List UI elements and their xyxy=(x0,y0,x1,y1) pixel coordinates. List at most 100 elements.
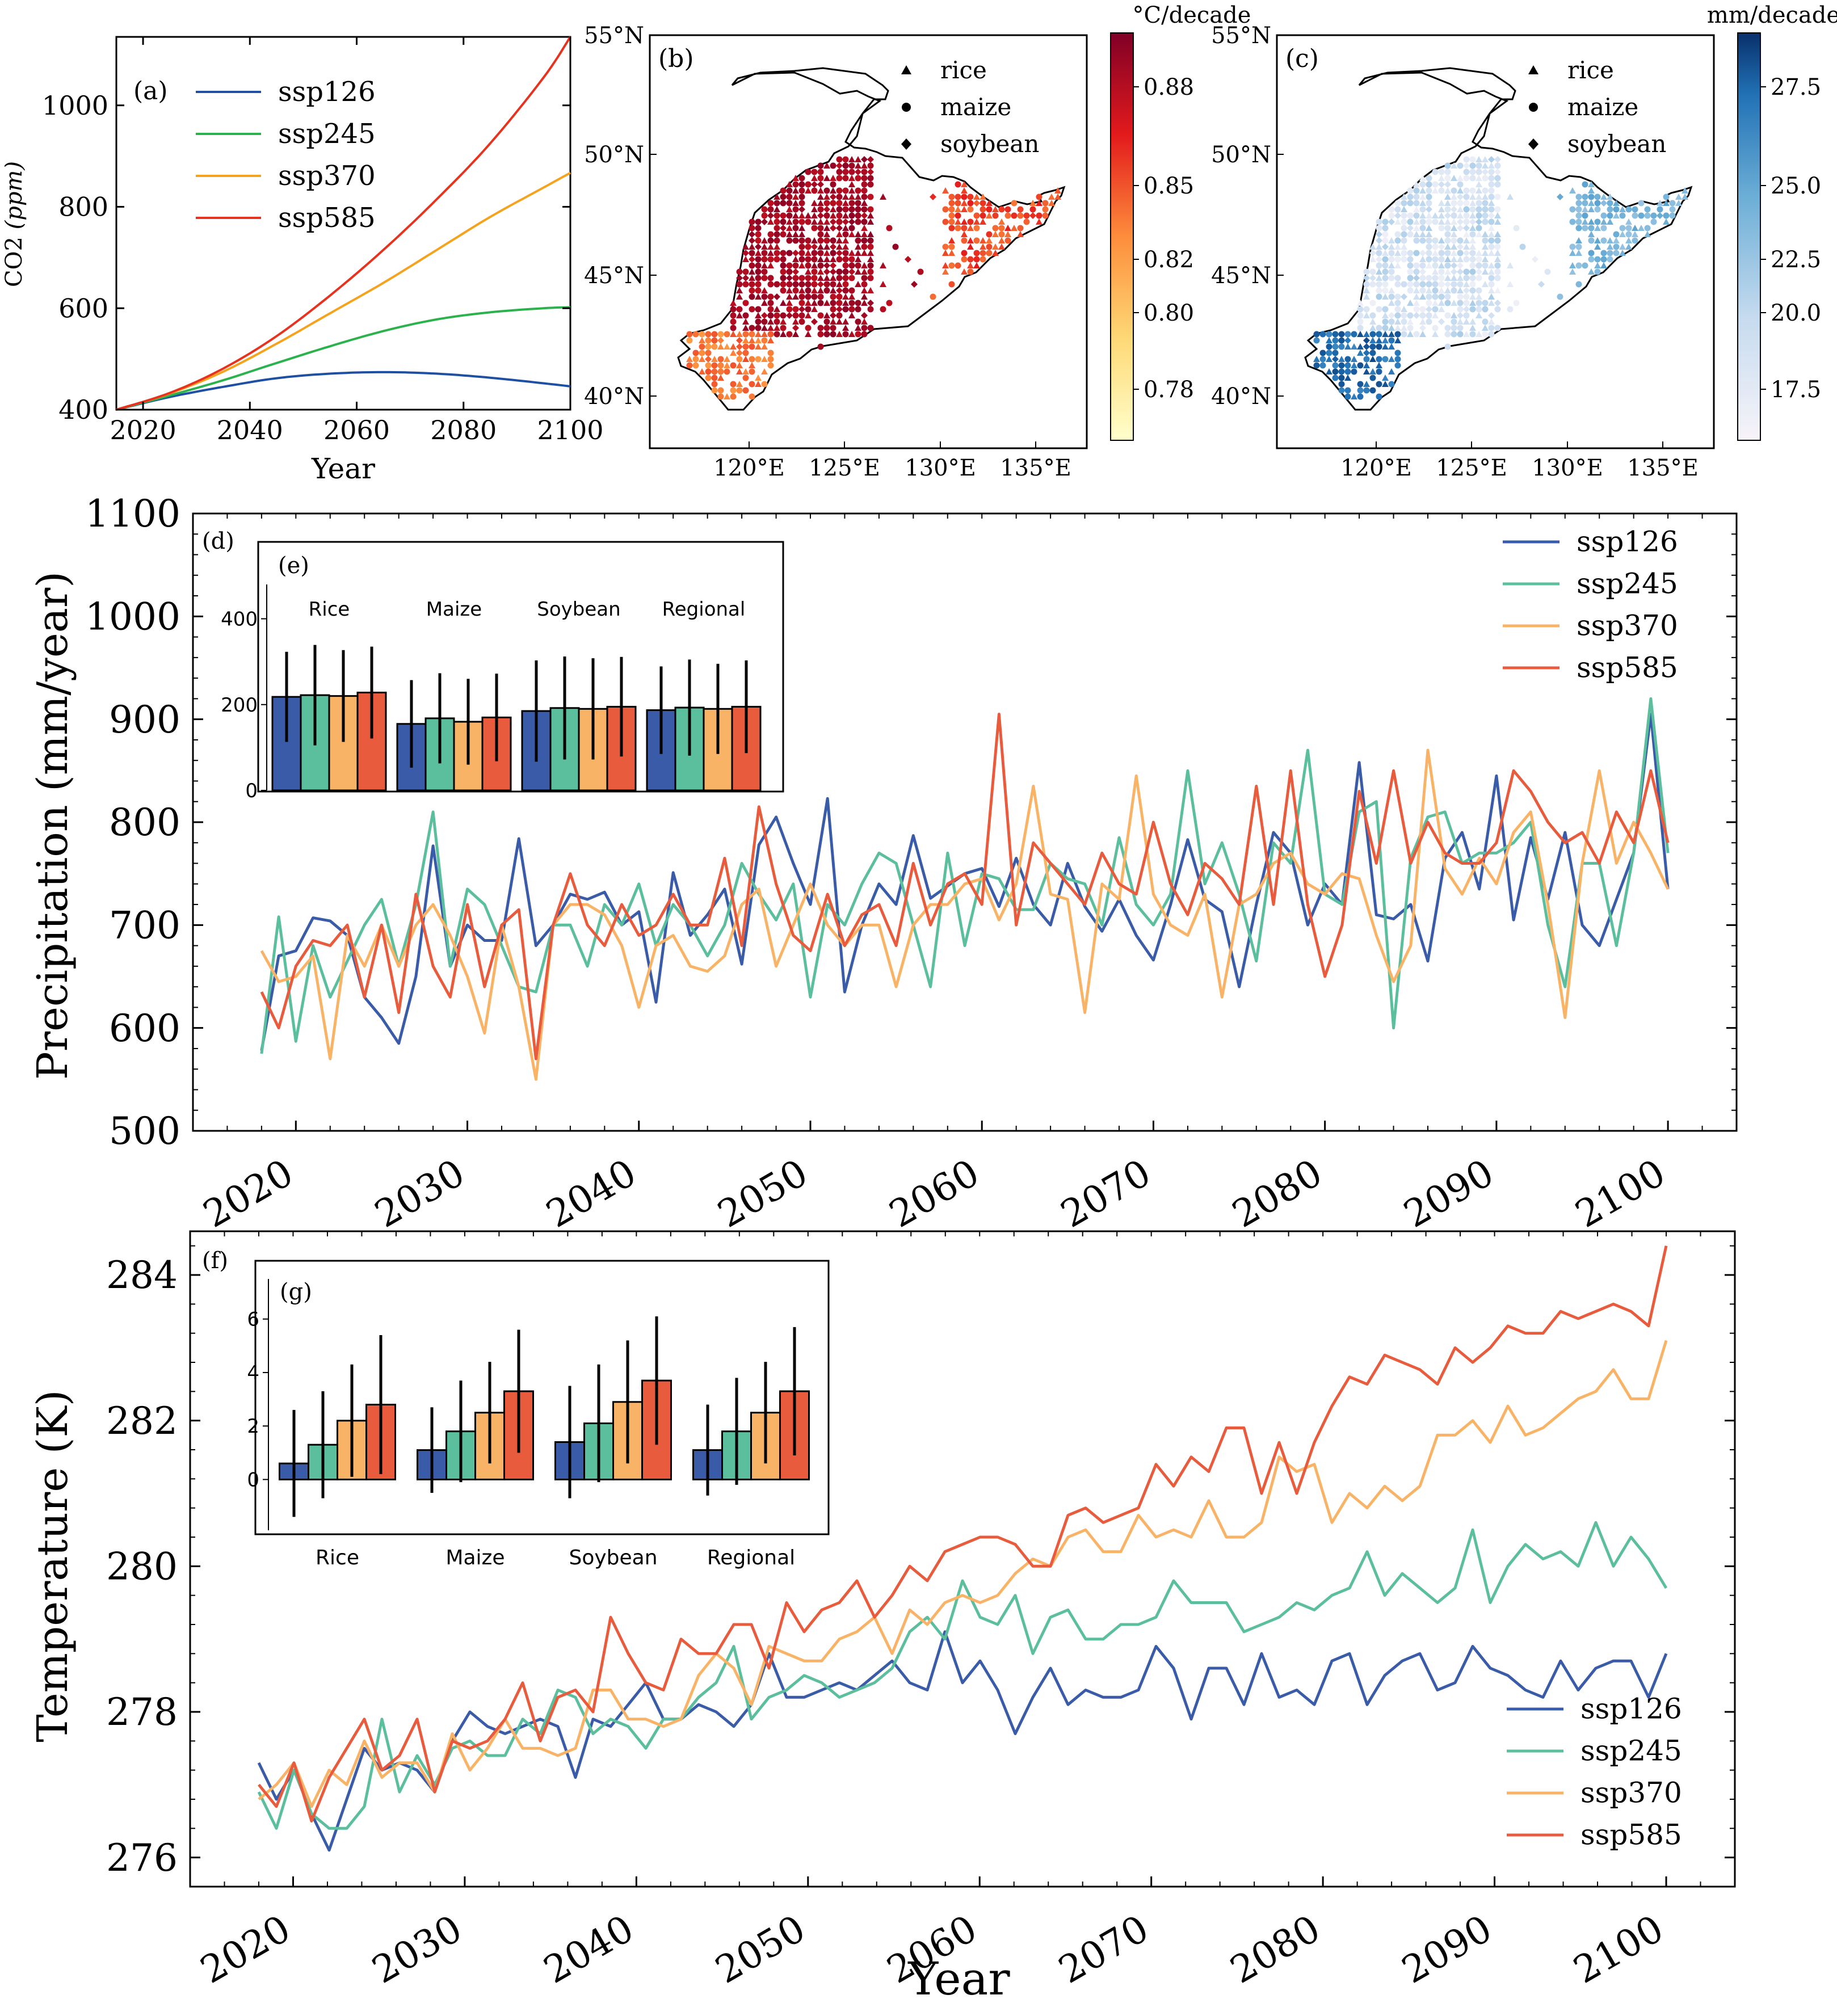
grid-point-soybean xyxy=(867,156,874,163)
grid-point-maize xyxy=(786,200,793,207)
grid-point-rice xyxy=(1451,243,1457,250)
grid-point-maize xyxy=(1011,200,1018,207)
grid-point-rice xyxy=(761,325,768,331)
grid-point-maize xyxy=(998,225,1005,232)
grid-point-maize xyxy=(1363,268,1370,275)
grid-point-rice xyxy=(848,231,855,237)
grid-point-maize xyxy=(792,237,799,244)
legend-label-rice: rice xyxy=(940,56,987,84)
grid-point-maize xyxy=(1369,331,1376,338)
grid-point-maize xyxy=(767,312,774,319)
grid-point-soybean xyxy=(1029,212,1036,219)
grid-point-maize xyxy=(749,262,755,269)
grid-point-rice xyxy=(786,206,793,212)
grid-point-maize xyxy=(1394,362,1401,369)
x-tick-label-2070: 2070 xyxy=(1052,1906,1156,1992)
grid-point-maize xyxy=(798,312,805,319)
grid-point-maize xyxy=(823,237,830,244)
grid-point-maize xyxy=(980,212,986,219)
grid-point-maize xyxy=(1344,331,1351,338)
grid-point-maize xyxy=(1338,362,1345,369)
grid-point-maize xyxy=(798,243,805,250)
grid-point-maize xyxy=(1426,275,1432,281)
grid-point-maize xyxy=(1432,169,1439,175)
grid-point-maize xyxy=(1619,212,1626,219)
grid-point-rice xyxy=(1419,212,1426,218)
grid-point-maize xyxy=(1582,193,1588,200)
grid-point-maize xyxy=(1444,206,1451,213)
grid-point-maize xyxy=(823,200,830,207)
grid-point-maize xyxy=(836,256,843,263)
grid-point-maize xyxy=(1457,200,1464,207)
grid-point-rice xyxy=(817,256,824,262)
grid-point-maize xyxy=(755,356,762,363)
grid-point-maize xyxy=(792,306,799,313)
grid-point-rice xyxy=(755,343,762,350)
grid-point-rice xyxy=(1482,162,1489,169)
grid-point-soybean xyxy=(742,275,749,281)
panel-c-points xyxy=(1313,156,1688,400)
grid-point-rice xyxy=(1476,187,1482,193)
grid-point-rice xyxy=(842,225,849,231)
grid-point-maize xyxy=(717,393,724,400)
x-tick-label-2090: 2090 xyxy=(1397,1151,1501,1236)
grid-point-maize xyxy=(1338,337,1345,344)
grid-point-maize xyxy=(736,387,743,394)
grid-point-maize xyxy=(755,225,762,232)
grid-point-rice xyxy=(798,231,805,237)
grid-point-maize xyxy=(955,262,961,269)
grid-point-maize xyxy=(805,281,812,288)
grid-point-maize xyxy=(1357,381,1364,388)
grid-point-maize xyxy=(961,256,968,263)
grid-point-rice xyxy=(867,256,874,262)
grid-point-maize xyxy=(1476,256,1482,263)
grid-point-maize xyxy=(1557,293,1563,300)
grid-point-maize xyxy=(1444,231,1451,238)
grid-point-rice xyxy=(774,325,780,331)
grid-point-rice xyxy=(1419,318,1426,325)
grid-point-maize xyxy=(1401,231,1407,238)
grid-point-rice xyxy=(1457,187,1464,193)
grid-point-maize xyxy=(855,175,861,182)
grid-point-rice xyxy=(830,206,836,212)
grid-point-maize xyxy=(1575,243,1582,250)
grid-point-rice xyxy=(1313,356,1320,362)
grid-point-maize xyxy=(848,212,855,219)
grid-point-maize xyxy=(867,262,874,269)
grid-point-soybean xyxy=(736,275,743,281)
grid-point-rice xyxy=(1469,225,1476,231)
grid-point-soybean xyxy=(1451,262,1457,269)
grid-point-maize xyxy=(1588,250,1595,256)
grid-point-rice xyxy=(1607,237,1613,243)
grid-point-maize xyxy=(880,306,886,313)
grid-point-rice xyxy=(798,225,805,231)
grid-point-maize xyxy=(980,250,986,256)
colorbar-tick-label-4: 0.78 xyxy=(1144,377,1194,403)
grid-point-rice xyxy=(830,318,836,325)
grid-point-maize xyxy=(1488,275,1495,281)
grid-point-maize xyxy=(848,262,855,269)
inset-y-tick-label-6: 6 xyxy=(247,1308,259,1331)
series-line-ssp370 xyxy=(260,748,1670,1081)
y-tick-label-600: 600 xyxy=(58,293,108,323)
grid-point-maize xyxy=(761,275,768,281)
grid-point-rice xyxy=(811,262,818,268)
grid-point-rice xyxy=(961,200,968,206)
lat-label-3: 40°N xyxy=(584,384,644,410)
grid-point-maize xyxy=(780,275,787,281)
grid-point-maize xyxy=(711,374,718,381)
grid-point-soybean xyxy=(848,268,855,275)
grid-point-maize xyxy=(1357,393,1364,400)
grid-point-maize xyxy=(948,200,955,207)
grid-point-maize xyxy=(1382,231,1389,238)
grid-point-soybean xyxy=(774,293,780,300)
grid-point-maize xyxy=(780,212,787,219)
x-tick-label-2060: 2060 xyxy=(323,415,390,445)
grid-point-rice xyxy=(823,275,830,281)
legend-label-soybean: soybean xyxy=(940,130,1039,158)
grid-point-maize xyxy=(761,268,768,275)
grid-point-maize xyxy=(855,187,861,194)
grid-point-maize xyxy=(774,231,780,238)
grid-point-maize xyxy=(1401,281,1407,288)
grid-point-rice xyxy=(1419,293,1426,300)
